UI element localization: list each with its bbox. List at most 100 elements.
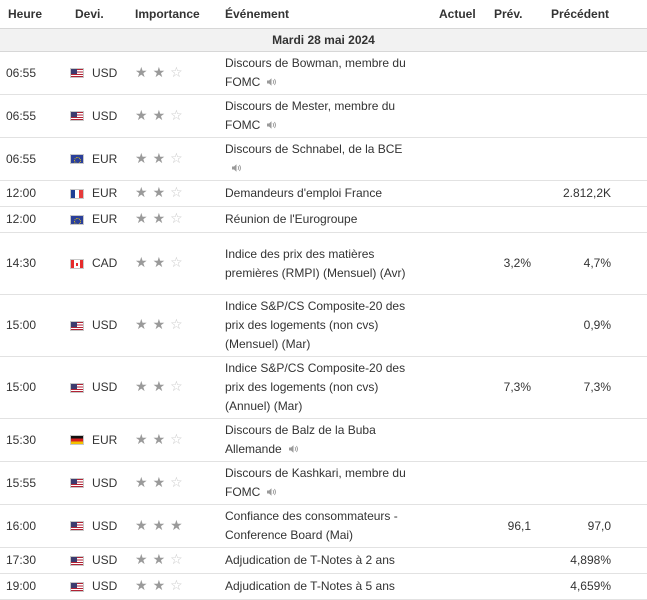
event-forecast [469, 547, 535, 574]
event-name-link[interactable]: Indice S&P/CS Composite-20 des prix des … [225, 361, 406, 413]
event-actual [409, 356, 469, 419]
de-flag-icon [70, 435, 84, 445]
header-importance[interactable]: Importance [135, 0, 225, 29]
event-time: 06:55 [0, 94, 70, 138]
star-empty-icon: ☆ [170, 254, 183, 270]
star-filled-icon: ★ [152, 430, 166, 447]
event-currency-cell: USD [70, 294, 135, 357]
table-row[interactable]: 12:00 EUR ★ ★ ☆ Demandeurs d'emploi France 2.8… [0, 180, 647, 207]
event-name-link[interactable]: Adjudication de T-Notes à 5 ans [225, 579, 395, 593]
event-cell: Indice S&P/CS Composite-20 des prix des … [225, 294, 409, 357]
table-row[interactable]: 06:55 USD ★ ★ ☆ Discours de Bowman, membre du… [0, 51, 647, 95]
speaker-icon [267, 121, 277, 129]
star-filled-icon: ★ [135, 430, 148, 447]
event-forecast [469, 206, 535, 233]
us-flag-icon [70, 581, 84, 592]
table-row[interactable]: 12:00 EUR ★ ★ ☆ Réunion de l'Eurogroupe [0, 206, 647, 233]
event-currency: USD [92, 108, 118, 123]
event-name-link[interactable]: Discours de Kashkari, membre du FOMC [225, 466, 406, 499]
event-name-link[interactable]: Indice des prix des matières premières (… [225, 246, 406, 280]
speaker-icon [232, 164, 241, 172]
event-name-link[interactable]: Indice S&P/CS Composite-20 des prix des … [225, 299, 406, 351]
event-currency: USD [92, 579, 118, 593]
header-previous[interactable]: Précédent [535, 0, 647, 29]
event-time: 15:00 [0, 294, 70, 357]
event-previous [535, 51, 647, 95]
star-empty-icon: ☆ [170, 577, 183, 593]
table-row[interactable]: 14:30 CAD ★ ★ ☆ Indice des prix des matières … [0, 232, 647, 295]
star-filled-icon: ★ [152, 316, 166, 332]
event-previous: 0,9% [535, 294, 647, 357]
currency-wrapper: USD [70, 64, 135, 83]
event-forecast: 3,2% [469, 232, 535, 295]
currency-wrapper: USD [70, 378, 135, 397]
table-row[interactable]: 15:55 USD ★ ★ ☆ Discours de Kashkari, membre … [0, 461, 647, 505]
event-actual [409, 180, 469, 207]
star-filled-icon: ★ [135, 63, 148, 80]
star-filled-icon: ★ [152, 577, 166, 593]
star-filled-icon: ★ [135, 106, 148, 123]
event-time: 15:55 [0, 461, 70, 505]
event-currency-cell: USD [70, 51, 135, 95]
date-row: Mardi 28 mai 2024 [0, 28, 647, 52]
event-previous: 4,7% [535, 232, 647, 295]
event-name-link[interactable]: Demandeurs d'emploi France [225, 186, 383, 200]
event-previous: 2.812,2K [535, 180, 647, 207]
event-time: 06:55 [0, 137, 70, 181]
star-filled-icon: ★ [135, 210, 148, 226]
event-name-link[interactable]: Réunion de l'Eurogroupe [225, 212, 358, 226]
event-forecast [469, 418, 535, 462]
event-cell: Indice S&P/CS Composite-20 des prix des … [225, 356, 409, 419]
star-filled-icon: ★ [135, 254, 148, 270]
currency-wrapper: USD [70, 107, 135, 126]
currency-wrapper: EUR [70, 210, 135, 229]
event-forecast [469, 51, 535, 95]
event-currency-cell: USD [70, 504, 135, 548]
header-time[interactable]: Heure [0, 0, 70, 29]
event-time: 14:30 [0, 232, 70, 295]
event-name-link[interactable]: Discours de Balz de la Buba Allemande [225, 423, 376, 456]
star-filled-icon: ★ [152, 184, 166, 200]
table-row[interactable]: 15:00 USD ★ ★ ☆ Indice S&P/CS Composite-20 de… [0, 294, 647, 357]
event-time: 17:30 [0, 547, 70, 574]
table-row[interactable]: 15:30 EUR ★ ★ ☆ Discours de Balz de la Buba A… [0, 418, 647, 462]
star-filled-icon: ★ [152, 551, 166, 567]
event-currency-cell: CAD [70, 232, 135, 295]
header-forecast[interactable]: Prév. [469, 0, 535, 29]
fr-flag-icon [70, 188, 84, 199]
currency-wrapper: EUR [70, 184, 135, 203]
table-row[interactable]: 16:00 USD ★ ★ ★ Confiance des consommateurs -… [0, 504, 647, 548]
event-currency: USD [92, 518, 118, 533]
event-time: 15:00 [0, 356, 70, 419]
table-row[interactable]: 17:30 USD ★ ★ ☆ Adjudication de T-Notes à 2 a… [0, 547, 647, 574]
event-currency-cell: EUR [70, 180, 135, 207]
event-name-link[interactable]: Discours de Bowman, membre du FOMC [225, 56, 406, 89]
event-time: 16:00 [0, 504, 70, 548]
event-forecast: 96,1 [469, 504, 535, 548]
header-currency[interactable]: Devi. [70, 0, 135, 29]
header-event[interactable]: Événement [225, 0, 409, 29]
header-actual[interactable]: Actuel [409, 0, 476, 29]
us-flag-icon [70, 320, 84, 331]
importance-stars: ★ ★ ☆ [135, 137, 225, 181]
event-cell: Demandeurs d'emploi France [225, 180, 409, 207]
ca-flag-icon [70, 258, 84, 269]
table-row[interactable]: 06:55 EUR ★ ★ ☆ Discours de Schnabel, de la B… [0, 137, 647, 181]
event-currency: EUR [92, 432, 118, 447]
event-time: 12:00 [0, 180, 70, 207]
event-currency: USD [92, 553, 118, 567]
table-header-row: Heure Devi. Importance Événement Actuel … [0, 0, 647, 29]
event-previous [535, 461, 647, 505]
table-row[interactable]: 06:55 USD ★ ★ ☆ Discours de Mester, membre du… [0, 94, 647, 138]
event-name-link[interactable]: Confiance des consommateurs - Conference… [225, 509, 398, 542]
date-label: Mardi 28 mai 2024 [0, 28, 647, 52]
table-row[interactable]: 15:00 USD ★ ★ ☆ Indice S&P/CS Composite-20 de… [0, 356, 647, 419]
event-actual [409, 94, 469, 138]
currency-wrapper: EUR [70, 431, 135, 450]
event-cell: Discours de Bowman, membre du FOMC [225, 51, 409, 95]
event-actual [409, 547, 469, 574]
speaker-icon [267, 78, 277, 86]
event-name-link[interactable]: Discours de Schnabel, de la BCE [225, 142, 403, 156]
event-name-link[interactable]: Discours de Mester, membre du FOMC [225, 99, 396, 132]
event-name-link[interactable]: Adjudication de T-Notes à 2 ans [225, 553, 395, 567]
